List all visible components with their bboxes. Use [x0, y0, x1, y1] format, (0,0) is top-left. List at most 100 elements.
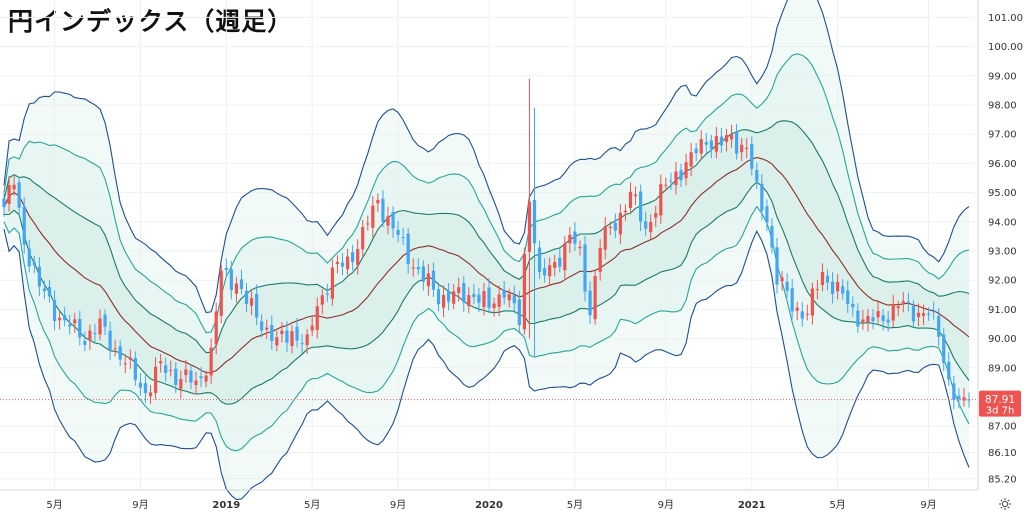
band-lower-2 [3, 205, 970, 452]
candle-body [608, 226, 612, 229]
candle-body [472, 293, 476, 297]
candle-body [598, 248, 602, 272]
candle-body [527, 201, 532, 252]
candle-body [467, 295, 471, 307]
candle-body [366, 223, 370, 225]
candle-body [603, 226, 607, 250]
candle-body [724, 135, 729, 142]
candle-body [674, 171, 678, 186]
candle-body [497, 294, 501, 307]
candle-body [841, 286, 845, 294]
candle-body [441, 294, 446, 308]
candle-body [351, 252, 355, 262]
x-tick-label: 9月 [658, 499, 674, 511]
candle-body [689, 152, 693, 167]
candle-body [194, 380, 198, 385]
candle-body [73, 319, 77, 324]
candle-body [901, 301, 905, 303]
candle-body [714, 136, 718, 152]
candle-body [740, 144, 744, 153]
candle-body [270, 325, 274, 342]
candle-body [719, 136, 724, 146]
candle-body [68, 324, 72, 327]
candle-body [962, 397, 966, 401]
candle-body [830, 281, 835, 294]
candle-body [83, 340, 87, 345]
band-upper-2 [3, 53, 970, 334]
candle-body [108, 330, 112, 350]
candle-body [694, 148, 698, 154]
x-tick-label: 5月 [829, 499, 845, 511]
candle-body [785, 281, 789, 291]
candle-body [219, 270, 223, 316]
candle-body [916, 312, 921, 317]
candle-body [957, 395, 961, 400]
candle-body [103, 314, 107, 327]
candle-body [249, 298, 254, 306]
candle-body [537, 247, 542, 272]
candle-body [861, 319, 865, 323]
candle-body [871, 317, 875, 322]
candle-body [866, 316, 870, 322]
candle-body [553, 262, 557, 268]
candle-body [265, 327, 269, 330]
candle-body [664, 184, 668, 186]
candle-body [487, 287, 491, 308]
candle-body [12, 184, 16, 190]
candle-body [305, 334, 309, 346]
y-tick-label: 86.10 [988, 448, 1017, 459]
x-tick-label: 5月 [304, 499, 320, 511]
candle-body [836, 281, 840, 292]
candle-body [169, 370, 173, 372]
candle-body [649, 221, 653, 233]
candle-body [229, 269, 233, 290]
candle-body [371, 205, 375, 228]
price-tag-value: 87.91 [985, 394, 1015, 406]
candle-body [457, 287, 461, 293]
price-tag-timer: 3d 7h [986, 406, 1015, 417]
candle-body [462, 283, 466, 303]
candle-body [37, 266, 41, 287]
candle-body [588, 290, 592, 316]
gear-icon[interactable] [998, 497, 1012, 511]
candle-body [932, 311, 936, 313]
candle-body [406, 233, 410, 265]
candle-body [734, 132, 739, 154]
candle-body [583, 244, 587, 292]
candle-body [17, 182, 21, 208]
candle-body [699, 139, 703, 154]
candle-body [709, 140, 713, 149]
candle-body [275, 337, 279, 346]
y-tick-label: 98.00 [988, 101, 1017, 112]
candle-body [93, 332, 97, 334]
y-tick-label: 100.00 [988, 42, 1023, 53]
candle-body [123, 363, 127, 365]
candle-body [88, 330, 92, 341]
candle-body [633, 194, 638, 197]
x-tick-label: 2021 [738, 500, 766, 511]
candle-body [502, 290, 506, 298]
candle-body [952, 383, 956, 400]
candle-body [558, 257, 562, 267]
y-tick-label: 85.20 [988, 474, 1017, 485]
candle-body [189, 370, 193, 383]
candle-body [517, 299, 521, 326]
candle-body [361, 227, 365, 250]
candle-body [260, 321, 264, 331]
candle-body [7, 184, 11, 204]
candle-body [164, 365, 168, 373]
candle-body [214, 311, 218, 345]
candle-body [411, 267, 415, 269]
candle-body [234, 283, 239, 294]
y-tick-label: 91.00 [988, 305, 1017, 316]
candle-body [416, 267, 420, 270]
candle-body [153, 366, 158, 393]
candle-body [891, 304, 895, 321]
candle-body [679, 170, 683, 181]
candle-body [63, 315, 67, 321]
candle-body [522, 253, 526, 330]
candle-body [98, 318, 102, 335]
candle-body [482, 291, 486, 307]
y-tick-label: 94.00 [988, 217, 1017, 228]
